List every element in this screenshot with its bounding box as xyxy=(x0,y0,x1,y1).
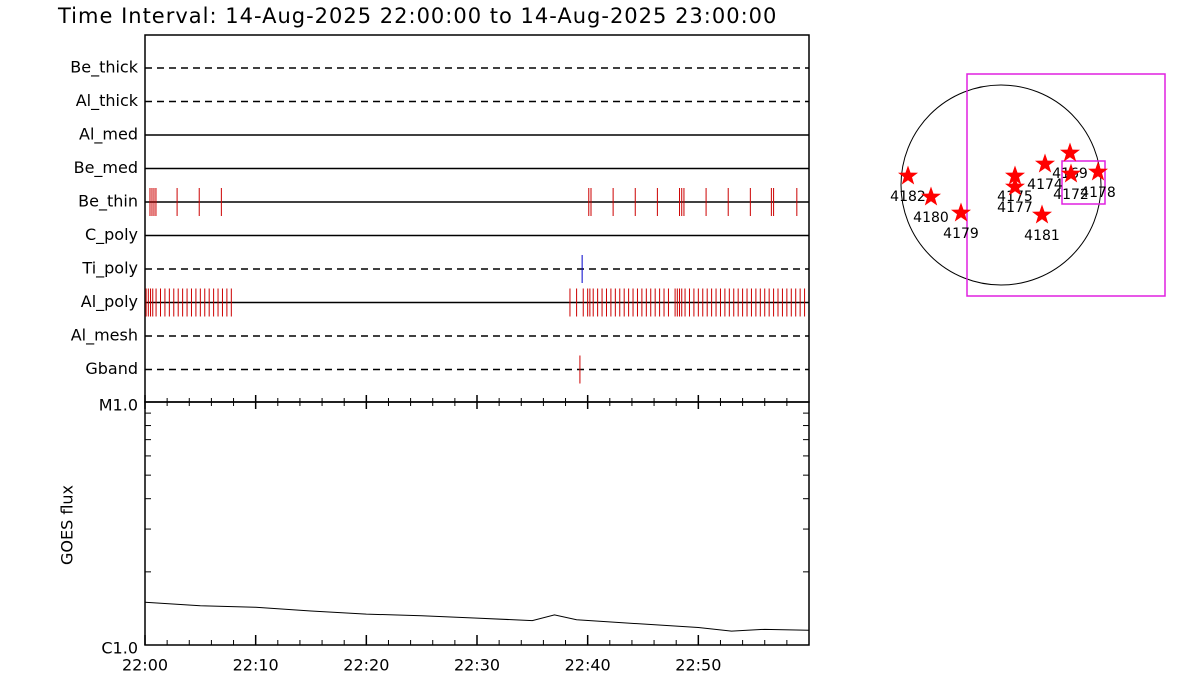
active-region-star xyxy=(1088,161,1108,181)
filter-label: C_poly xyxy=(85,225,138,245)
x-tick-label: 22:50 xyxy=(675,656,721,675)
goes-frame xyxy=(144,401,810,646)
active-region-star xyxy=(1005,165,1025,185)
region-label: 4180 xyxy=(913,210,949,226)
region-label: 4172 xyxy=(1053,187,1089,203)
filter-label: Al_mesh xyxy=(71,326,138,346)
solar-disk xyxy=(900,84,1102,286)
y-tick-label: C1.0 xyxy=(101,639,138,658)
filter-label: Al_poly xyxy=(81,292,138,312)
filter-label: Be_thin xyxy=(78,192,138,212)
timeline-frame xyxy=(144,34,810,403)
filter-label: Al_thick xyxy=(76,91,139,111)
filter-label: Be_thick xyxy=(70,58,138,78)
y-tick-label: M1.0 xyxy=(99,396,138,415)
filter-label: Be_med xyxy=(74,158,138,178)
filter-label: Ti_poly xyxy=(81,259,138,279)
x-tick-label: 22:30 xyxy=(454,656,500,675)
x-tick-label: 22:20 xyxy=(343,656,389,675)
y-axis-label: GOES flux xyxy=(58,485,77,565)
active-region-star xyxy=(898,165,918,185)
x-tick-label: 22:40 xyxy=(565,656,611,675)
active-region-star xyxy=(1005,176,1025,196)
active-region-star xyxy=(1032,204,1052,224)
region-label: 4174 xyxy=(1027,177,1063,193)
active-region-star xyxy=(951,202,971,222)
chart-title: Time Interval: 14-Aug-2025 22:00:00 to 1… xyxy=(57,4,777,28)
active-region-star xyxy=(1060,142,1080,162)
active-region-star xyxy=(921,186,941,206)
region-label: 4175 xyxy=(997,189,1033,205)
filter-label: Gband xyxy=(85,359,138,378)
filter-label: Al_med xyxy=(79,125,138,145)
active-region-star xyxy=(1061,163,1081,183)
fov-box xyxy=(966,73,1166,297)
goes-flux-line xyxy=(144,601,810,632)
fov-box xyxy=(1061,160,1106,205)
region-label: 4182 xyxy=(890,189,926,205)
x-tick-label: 22:00 xyxy=(122,656,168,675)
region-label: 4178 xyxy=(1080,185,1116,201)
x-tick-label: 22:10 xyxy=(233,656,279,675)
region-label: 4181 xyxy=(1024,228,1060,244)
region-label: 4179 xyxy=(943,226,979,242)
region-label: 4177 xyxy=(997,200,1033,216)
active-region-star xyxy=(1035,153,1055,173)
